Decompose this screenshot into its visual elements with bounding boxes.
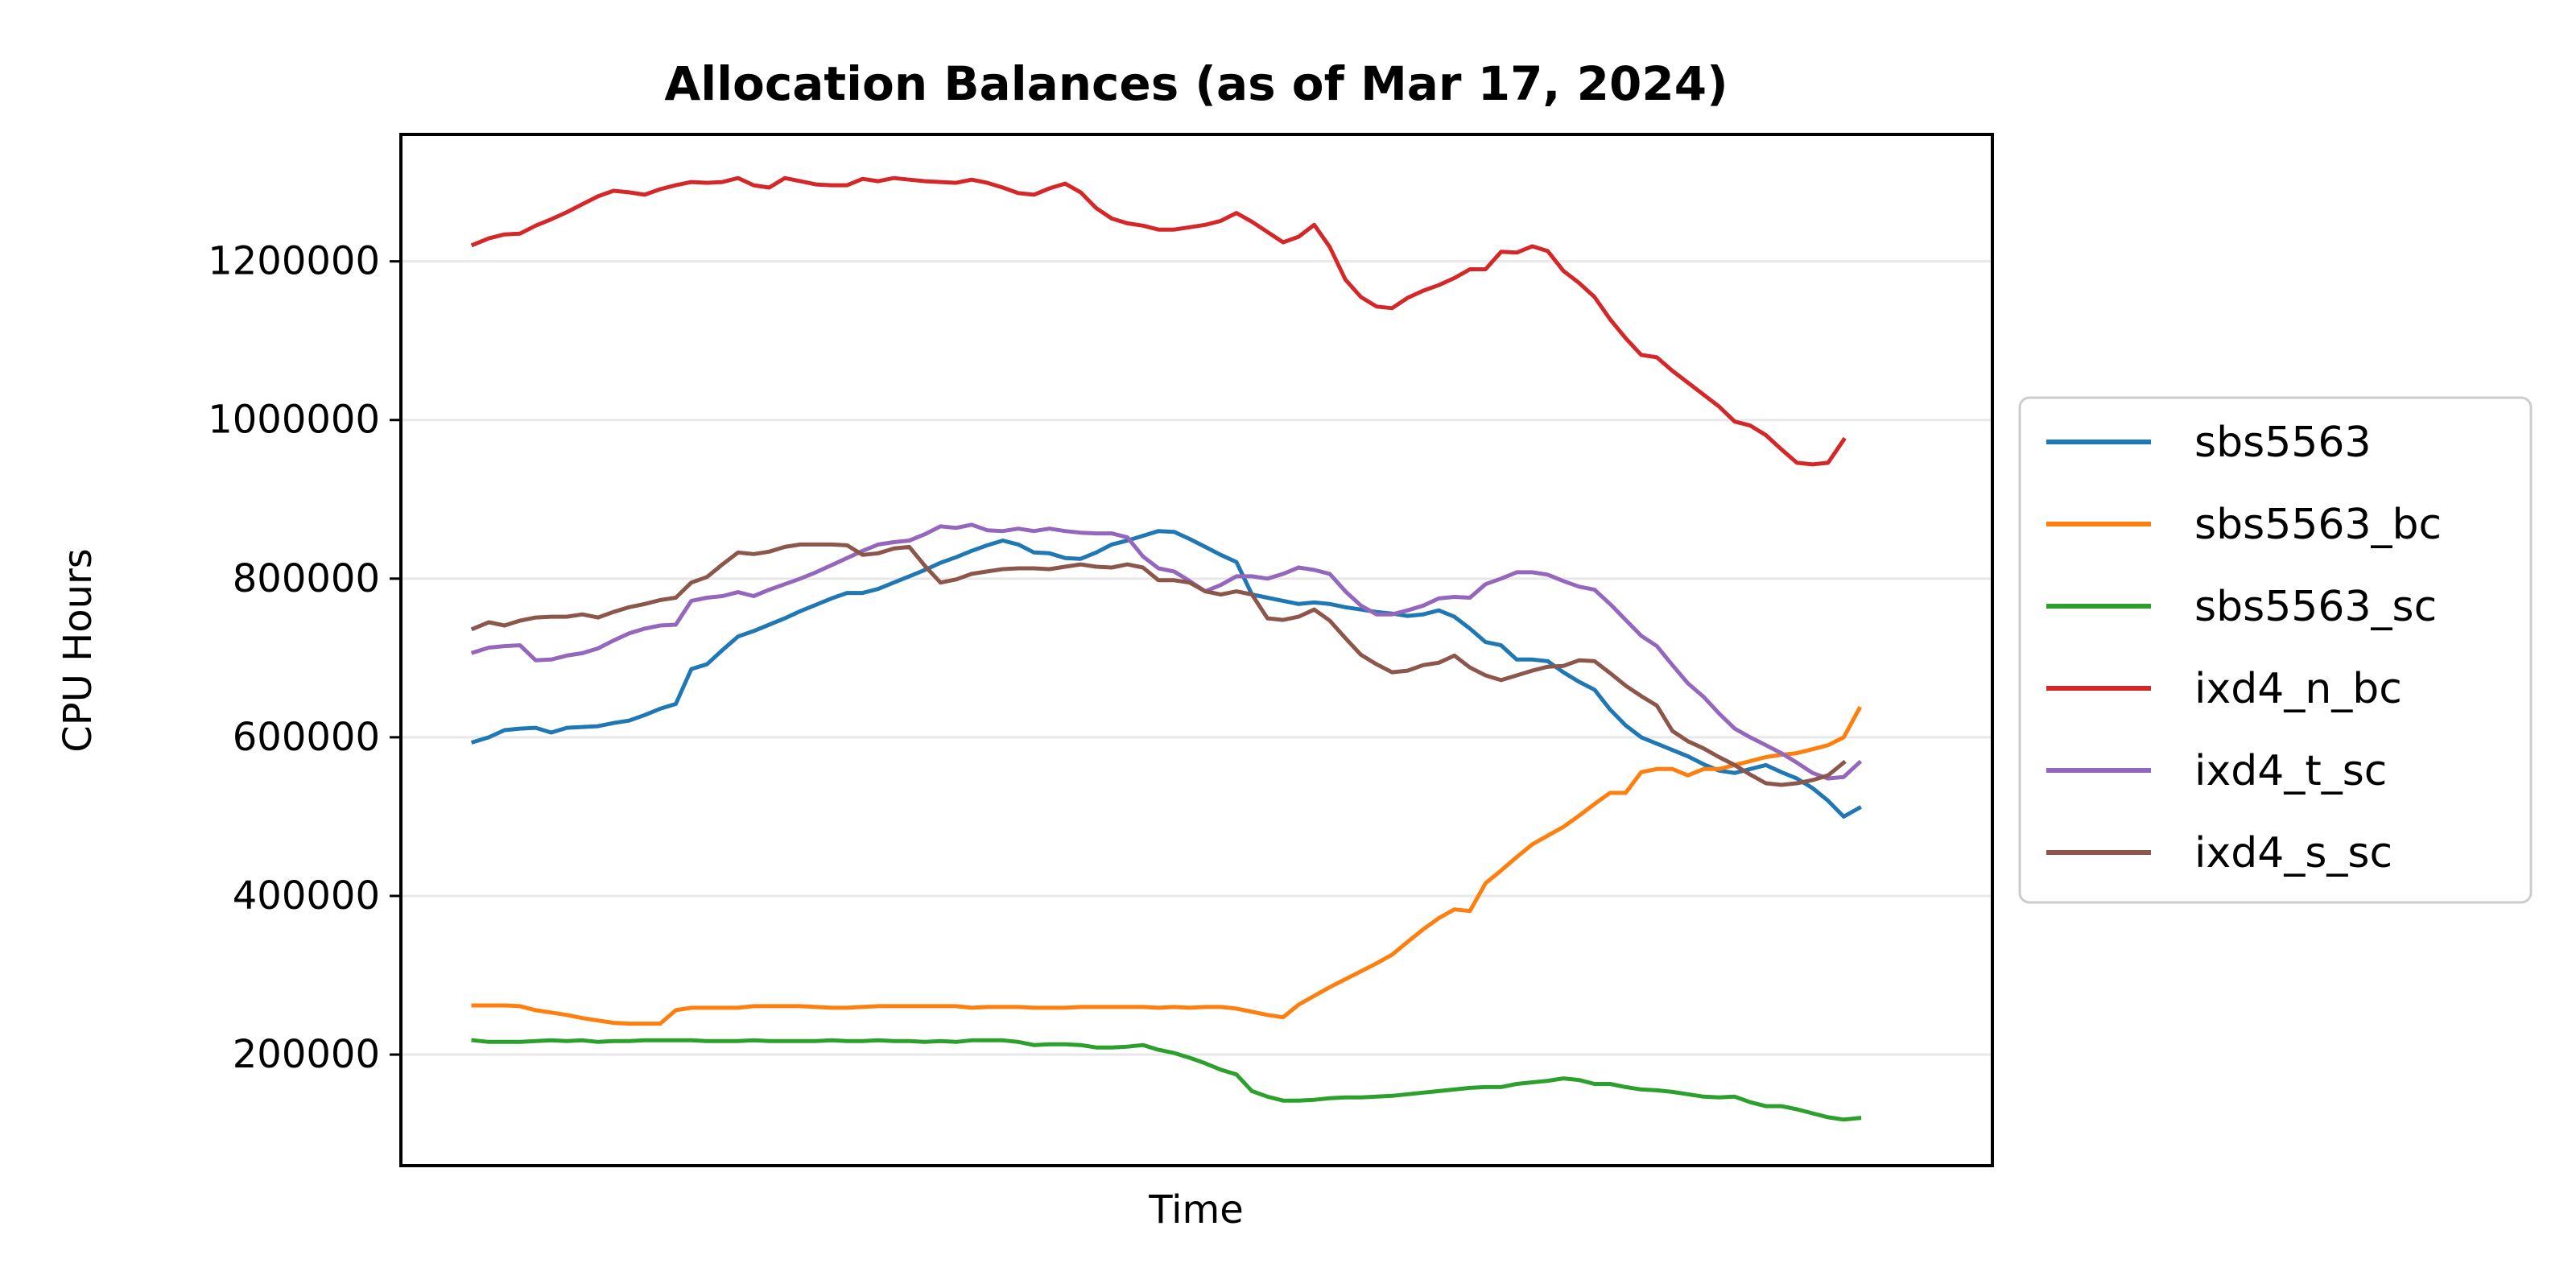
legend-label: sbs5563_bc [2194, 501, 2442, 549]
series-line-sbs5563_sc [471, 1038, 1862, 1122]
legend-label: ixd4_t_sc [2194, 747, 2387, 795]
y-tick-label: 600000 [233, 715, 380, 760]
y-tick-label: 400000 [233, 873, 380, 919]
y-axis-ticks: 200000 400000 600000 800000 1000000 1200000 [208, 239, 401, 1077]
gridlines [401, 260, 1992, 1056]
y-tick-label: 800000 [233, 556, 380, 601]
legend-label: ixd4_s_sc [2194, 829, 2392, 877]
y-tick-label: 1000000 [208, 398, 380, 443]
legend-label: sbs5563_sc [2194, 583, 2437, 631]
series-line-sbs5563_bc [471, 706, 1862, 1026]
legend-frame [2018, 396, 2533, 904]
series-line-ixd4_n_bc [470, 175, 1847, 467]
plot-area [399, 133, 1994, 1167]
series-line-sbs5563 [470, 529, 1863, 819]
y-tick-label: 200000 [233, 1032, 380, 1077]
series-lines [470, 175, 1863, 1122]
series-line-ixd4_t_sc [470, 522, 1863, 781]
x-axis-label: Time [1148, 1187, 1243, 1232]
series-line-ixd4_s_sc [470, 542, 1847, 787]
legend: sbs5563 sbs5563_bc sbs5563_sc ixd4_n_bc ixd4… [2018, 396, 2533, 904]
y-tick-label: 1200000 [208, 239, 380, 284]
legend-label: sbs5563 [2194, 419, 2372, 467]
chart-title: Allocation Balances (as of Mar 17, 2024) [664, 56, 1728, 111]
y-axis-label: CPU Hours [56, 548, 101, 752]
legend-label: ixd4_n_bc [2194, 665, 2402, 713]
